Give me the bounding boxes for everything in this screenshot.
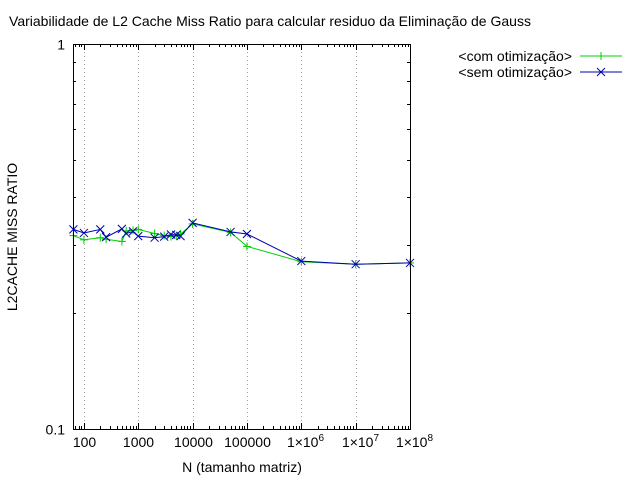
- legend-marker: [597, 52, 605, 60]
- y-tick-label: 0.1: [46, 422, 66, 438]
- data-point-series-2: [296, 256, 306, 266]
- x-tick-label: 100: [73, 434, 97, 450]
- grid: [84, 44, 357, 429]
- chart-title: Variabilidade de L2 Cache Miss Ratio par…: [9, 13, 531, 29]
- data-point-series-2: [226, 227, 235, 237]
- legend-marker: [596, 67, 606, 77]
- series-layer: [69, 218, 415, 269]
- data-point-series-1: [79, 235, 88, 244]
- series-line-1: [73, 223, 411, 265]
- y-axis-label: L2CACHE MISS RATIO: [4, 163, 20, 311]
- data-point-series-1: [117, 237, 126, 246]
- data-point-series-2: [101, 232, 111, 242]
- data-point-series-2: [95, 225, 105, 234]
- x-tick-label: 10000: [174, 434, 213, 450]
- x-tick-label: 1×106: [287, 433, 325, 450]
- data-point-series-2: [351, 259, 361, 269]
- data-point-series-1: [242, 242, 251, 251]
- x-tick-label: 1×108: [396, 433, 434, 450]
- x-tick-label: 1×107: [342, 433, 380, 450]
- legend-label: <sem otimização>: [458, 64, 572, 80]
- data-point-series-2: [176, 231, 185, 241]
- data-point-series-1: [96, 233, 105, 242]
- data-point-series-2: [188, 218, 197, 228]
- axis-ticks: 100 1000 10000 100000 1×106 1×107 1×108 0.1 1: [46, 37, 434, 451]
- x-axis-label: N (tamanho matriz): [182, 459, 302, 475]
- legend: <com otimização><sem otimização>: [458, 48, 622, 80]
- series-line-2: [73, 222, 411, 265]
- data-point-series-2: [242, 229, 252, 239]
- x-tick-label: 100000: [224, 434, 271, 450]
- data-point-series-2: [121, 229, 131, 238]
- legend-label: <com otimização>: [458, 48, 572, 64]
- data-point-series-2: [159, 232, 169, 241]
- data-point-series-2: [150, 233, 159, 243]
- data-point-series-1: [128, 226, 137, 235]
- data-point-series-2: [133, 231, 143, 241]
- data-point-series-2: [79, 228, 89, 238]
- y-tick-label: 1: [57, 37, 65, 53]
- x-tick-label: 1000: [123, 434, 154, 450]
- data-point-series-1: [150, 229, 159, 238]
